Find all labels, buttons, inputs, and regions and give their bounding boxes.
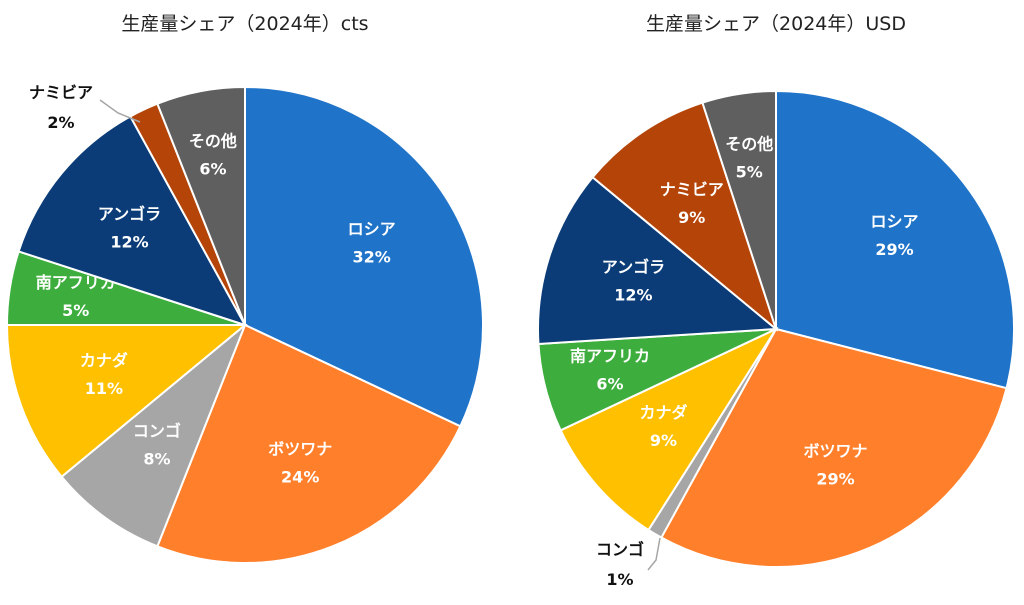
congo-usd-value-label: 1% bbox=[606, 570, 633, 589]
canada-slice-cts bbox=[5, 324, 248, 479]
angola-usd-value-label: 12% bbox=[614, 286, 652, 305]
canada-cts-value-label: 11% bbox=[85, 379, 123, 398]
angola-slice-cts bbox=[17, 115, 248, 327]
pie-chart-cts: ロシア 32% ボツワナ 24% コンゴ 8% カナダ 11% 南アフリカ 5% アンゴラ 12% ナミ… bbox=[5, 83, 484, 565]
angola-usd-label: アンゴラ bbox=[602, 258, 665, 277]
congo-usd-leader-line bbox=[647, 537, 661, 571]
canada-usd-label: カナダ bbox=[639, 403, 687, 422]
botswana-slice-usd bbox=[659, 327, 1008, 568]
russia-slice-cts bbox=[244, 85, 484, 428]
congo-cts-label: コンゴ bbox=[133, 421, 181, 440]
congo-slice-cts bbox=[60, 324, 246, 548]
south-africa-cts-label: 南アフリカ bbox=[36, 273, 116, 292]
russia-cts-value-label: 32% bbox=[352, 248, 390, 267]
other-slice-cts bbox=[156, 85, 246, 326]
south-africa-usd-label: 南アフリカ bbox=[570, 347, 650, 366]
other-cts-value-label: 6% bbox=[199, 160, 226, 179]
canada-cts-label: カナダ bbox=[80, 351, 128, 370]
canada-slice-usd bbox=[559, 326, 779, 532]
namibia-cts-label: ナミビア bbox=[29, 83, 93, 102]
russia-slice-usd bbox=[775, 89, 1015, 390]
botswana-usd-label: ボツワナ bbox=[803, 442, 867, 461]
other-slice-usd bbox=[701, 89, 777, 330]
south-africa-usd-value-label: 6% bbox=[596, 375, 623, 394]
other-usd-value-label: 5% bbox=[736, 163, 763, 182]
angola-cts-label: アンゴラ bbox=[98, 204, 161, 223]
chart-title-cts: 生産量シェア（2024年）cts bbox=[121, 13, 368, 35]
botswana-slice-cts bbox=[156, 323, 462, 565]
namibia-usd-value-label: 9% bbox=[678, 208, 705, 227]
namibia-cts-value-label: 2% bbox=[47, 113, 74, 132]
russia-usd-value-label: 29% bbox=[875, 240, 913, 259]
other-cts-label: その他 bbox=[189, 132, 237, 151]
botswana-cts-label: ボツワナ bbox=[268, 439, 332, 458]
angola-slice-usd bbox=[537, 175, 779, 346]
congo-usd-label: コンゴ bbox=[596, 540, 644, 559]
botswana-cts-value-label: 24% bbox=[281, 467, 319, 486]
angola-cts-value-label: 12% bbox=[110, 232, 148, 251]
namibia-usd-label: ナミビア bbox=[660, 180, 724, 199]
russia-cts-label: ロシア bbox=[348, 220, 396, 239]
russia-usd-label: ロシア bbox=[870, 212, 918, 231]
namibia-slice-usd bbox=[591, 101, 779, 332]
other-usd-label: その他 bbox=[725, 135, 773, 154]
congo-cts-value-label: 8% bbox=[143, 449, 170, 468]
namibia-cts-leader-line bbox=[99, 99, 141, 123]
pie-chart-usd: ロシア 29% ボツワナ 29% コンゴ 1% カナダ 9% 南アフリカ 6% アンゴラ 12% ナミビ… bbox=[537, 89, 1015, 589]
botswana-usd-value-label: 29% bbox=[816, 470, 854, 489]
chart-title-usd: 生産量シェア（2024年）USD bbox=[646, 13, 906, 35]
canada-usd-value-label: 9% bbox=[650, 431, 677, 450]
south-africa-cts-value-label: 5% bbox=[62, 301, 89, 320]
